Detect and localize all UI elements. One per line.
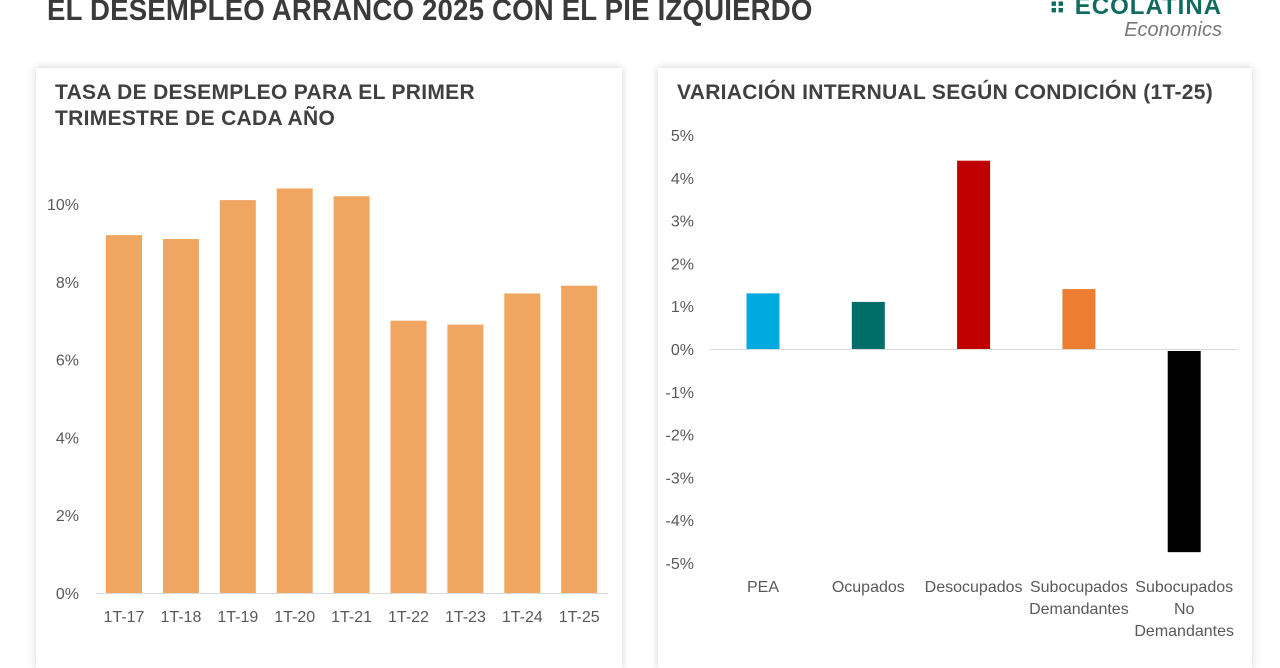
x-tick-label: Subocupados bbox=[1030, 579, 1128, 596]
x-tick-label: Subocupados bbox=[1135, 579, 1233, 596]
bar-1T-18 bbox=[162, 239, 199, 593]
x-tick-label: No bbox=[1174, 601, 1195, 618]
x-tick-label: 1T-20 bbox=[274, 609, 315, 626]
y-tick-label: 10% bbox=[47, 197, 79, 214]
y-tick-label: 4% bbox=[56, 430, 79, 447]
y-tick-label: -1% bbox=[666, 385, 694, 402]
bar-subocupados-no-demandantes bbox=[1167, 351, 1201, 553]
x-tick-label: PEA bbox=[747, 579, 779, 596]
right-chart-card: VARIACIÓN INTERNUAL SEGÚN CONDICIÓN (1T-… bbox=[658, 68, 1252, 668]
y-tick-label: 0% bbox=[56, 586, 79, 603]
y-tick-label: 5% bbox=[671, 128, 694, 145]
bar-1T-22 bbox=[390, 320, 427, 593]
y-tick-label: -4% bbox=[666, 513, 694, 530]
y-tick-label: 4% bbox=[671, 171, 694, 188]
y-tick-label: -3% bbox=[666, 470, 694, 487]
bar-1T-20 bbox=[276, 188, 313, 593]
bar-pea bbox=[746, 293, 780, 349]
x-tick-label: 1T-19 bbox=[217, 609, 258, 626]
bar-1T-24 bbox=[504, 293, 541, 593]
right-chart-title: VARIACIÓN INTERNUAL SEGÚN CONDICIÓN (1T-… bbox=[677, 81, 1213, 104]
y-tick-label: 8% bbox=[56, 275, 79, 292]
y-tick-label: 2% bbox=[671, 256, 694, 273]
x-tick-label: 1T-21 bbox=[331, 609, 372, 626]
grid-dots-icon: ⠿ bbox=[1048, 0, 1068, 20]
y-tick-label: 2% bbox=[56, 508, 79, 525]
x-tick-label: Demandantes bbox=[1134, 623, 1234, 640]
x-tick-label: Ocupados bbox=[832, 579, 905, 596]
bar-subocupados-demandantes bbox=[1062, 289, 1096, 349]
logo-sub: Economics bbox=[1124, 19, 1222, 41]
left-chart-title: TASA DE DESEMPLEO PARA EL PRIMER TRIMEST… bbox=[55, 81, 475, 130]
bar-ocupados bbox=[851, 301, 885, 349]
x-tick-label: 1T-17 bbox=[104, 609, 145, 626]
y-tick-label: 0% bbox=[671, 342, 694, 359]
x-tick-label: 1T-18 bbox=[160, 609, 201, 626]
x-tick-label: 1T-23 bbox=[445, 609, 486, 626]
y-tick-label: -2% bbox=[666, 428, 694, 445]
bar-1T-23 bbox=[447, 324, 484, 593]
charts-svg: 0% 2% 4% 6% 8% 10% 1T-17 1T-18 1T-19 1T-20 1T-21 1T… bbox=[47, 128, 1237, 640]
x-tick-label: Desocupados bbox=[925, 579, 1023, 596]
x-tick-label: Demandantes bbox=[1029, 601, 1129, 618]
bar-desocupados bbox=[957, 160, 991, 349]
y-tick-label: -5% bbox=[666, 556, 694, 573]
y-tick-label: 6% bbox=[56, 353, 79, 370]
x-tick-label: 1T-24 bbox=[502, 609, 543, 626]
bar-1T-25 bbox=[561, 285, 598, 593]
bar-1T-17 bbox=[106, 235, 142, 593]
y-tick-label: 1% bbox=[671, 299, 694, 316]
bar-1T-21 bbox=[333, 196, 370, 593]
x-tick-label: 1T-25 bbox=[559, 609, 600, 626]
y-tick-label: 3% bbox=[671, 214, 694, 231]
logo-brand: ⠿ ECOLATINA bbox=[1049, 0, 1222, 21]
page-title: EL DESEMPLEO ARRANCÓ 2025 CON EL PIE IZQ… bbox=[47, 0, 813, 27]
x-tick-label: 1T-22 bbox=[388, 609, 429, 626]
ecolatina-logo: ⠿ ECOLATINA Economics bbox=[1049, 0, 1222, 42]
bar-1T-19 bbox=[219, 200, 256, 594]
